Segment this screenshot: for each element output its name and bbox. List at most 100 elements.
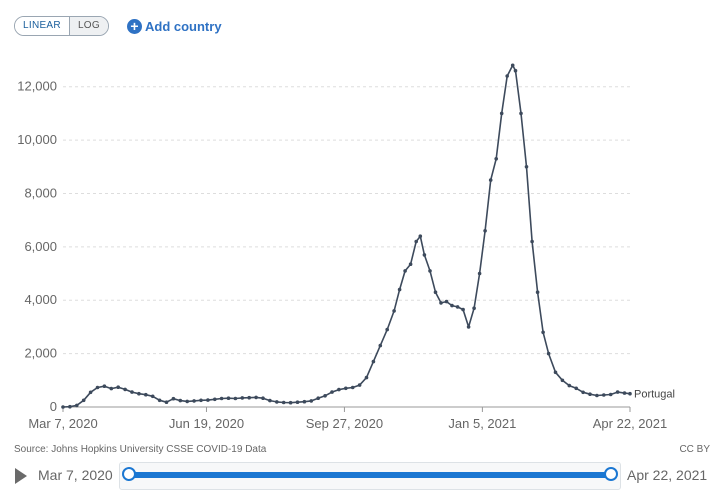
data-point (309, 399, 314, 403)
timeline-end-handle[interactable] (604, 467, 618, 481)
data-point (444, 299, 449, 304)
data-point (581, 390, 585, 395)
data-point (530, 239, 534, 244)
data-point (261, 396, 265, 401)
data-point (499, 111, 504, 116)
y-tick-label: 4,000 (24, 292, 57, 307)
data-point (144, 392, 148, 397)
data-point (595, 393, 599, 398)
data-point (524, 165, 529, 169)
data-point (553, 370, 558, 375)
log-scale-button[interactable]: LOG (69, 17, 108, 35)
data-point (510, 63, 515, 68)
linear-scale-button[interactable]: LINEAR (15, 17, 70, 35)
data-point (102, 384, 107, 389)
data-point (588, 392, 592, 397)
data-point (192, 399, 196, 403)
data-point (602, 393, 606, 397)
data-point (364, 375, 369, 380)
data-point (513, 68, 518, 73)
data-point (233, 396, 238, 401)
data-point (560, 378, 565, 383)
data-point (546, 351, 551, 356)
data-point (123, 387, 127, 392)
data-point (472, 306, 476, 311)
data-point (418, 234, 423, 238)
data-point (288, 400, 293, 405)
y-tick-label: 8,000 (24, 185, 57, 200)
data-point (116, 385, 120, 390)
chart-toolbar: LINEAR LOG + Add country (0, 0, 722, 50)
data-point (171, 396, 176, 401)
data-point (240, 396, 245, 400)
data-point (477, 271, 482, 276)
data-point (608, 392, 613, 397)
data-point (567, 383, 572, 388)
data-point (164, 400, 169, 405)
timeline-start-handle[interactable] (122, 467, 136, 481)
data-point (428, 269, 432, 273)
data-point (574, 386, 578, 391)
data-point (628, 391, 632, 396)
series-line-portugal (62, 64, 631, 408)
data-point (414, 239, 419, 244)
timeline-end-date: Apr 22, 2021 (627, 467, 708, 483)
data-point (344, 386, 348, 391)
data-point (88, 390, 93, 395)
plus-circle-icon: + (127, 18, 142, 34)
y-tick-label: 2,000 (24, 346, 57, 361)
data-point (295, 400, 300, 405)
y-tick-label: 0 (50, 399, 57, 414)
data-point (439, 301, 443, 305)
data-point (61, 405, 65, 409)
play-icon[interactable] (15, 468, 27, 484)
data-point (213, 397, 217, 402)
line-chart: 0 2,000 4,000 6,000 8,000 10,000 12,000 Mar 7, … (17, 63, 675, 431)
data-point (323, 394, 327, 398)
x-tick-label: Jun 19, 2020 (169, 416, 244, 431)
data-point (615, 390, 620, 394)
data-point (330, 390, 334, 394)
data-point (466, 325, 471, 329)
add-country-label: Add country (145, 18, 222, 34)
data-point (450, 303, 454, 308)
data-point (75, 403, 79, 408)
data-point (226, 396, 231, 401)
x-tick-label: Mar 7, 2020 (28, 416, 97, 431)
timeline-range-bar[interactable] (128, 472, 612, 478)
data-point (302, 399, 307, 404)
y-tick-label: 10,000 (17, 132, 57, 147)
data-point (281, 400, 286, 405)
data-point (199, 398, 203, 403)
data-point (150, 394, 155, 399)
data-point (541, 330, 545, 335)
data-point (408, 262, 413, 266)
data-point (494, 157, 499, 161)
data-point (422, 253, 427, 257)
data-point (178, 398, 183, 403)
data-point (378, 343, 383, 348)
timeline-slider: Mar 7, 2020 Apr 22, 2021 (0, 462, 722, 490)
data-point (483, 229, 487, 233)
data-point (137, 391, 141, 396)
data-point (622, 391, 627, 395)
data-point (254, 395, 258, 400)
x-tick-label: Sep 27, 2020 (306, 416, 383, 431)
data-point (157, 398, 162, 403)
data-point (268, 398, 272, 403)
data-point (275, 400, 279, 404)
data-point (403, 269, 407, 273)
data-point (206, 398, 210, 402)
y-tick-label: 12,000 (17, 79, 57, 94)
scale-toggle: LINEAR LOG (14, 16, 109, 36)
data-point (535, 290, 540, 294)
data-point (505, 74, 510, 78)
timeline-start-date: Mar 7, 2020 (38, 467, 113, 483)
data-point (371, 359, 376, 364)
y-tick-label: 6,000 (24, 239, 57, 254)
data-point (185, 399, 189, 404)
add-country-button[interactable]: + Add country (127, 16, 222, 36)
x-tick-label: Jan 5, 2021 (448, 416, 516, 431)
data-point (95, 385, 100, 390)
source-note: Source: Johns Hopkins University CSSE CO… (14, 444, 267, 455)
